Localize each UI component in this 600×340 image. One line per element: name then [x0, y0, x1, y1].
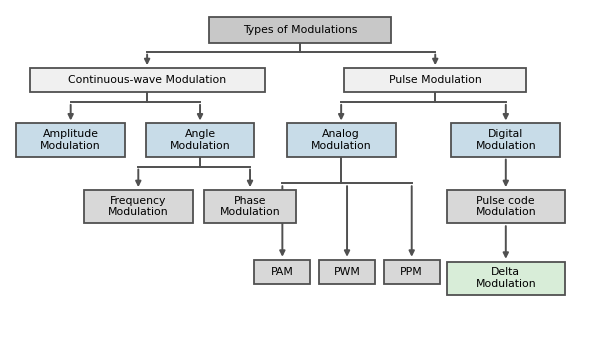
Text: Pulse code
Modulation: Pulse code Modulation	[475, 196, 536, 218]
FancyBboxPatch shape	[205, 190, 296, 223]
Text: Amplitude
Modulation: Amplitude Modulation	[40, 129, 101, 151]
Text: PWM: PWM	[334, 267, 361, 277]
FancyBboxPatch shape	[29, 68, 265, 92]
FancyBboxPatch shape	[447, 262, 565, 295]
Text: PAM: PAM	[271, 267, 294, 277]
Text: Digital
Modulation: Digital Modulation	[475, 129, 536, 151]
Text: Angle
Modulation: Angle Modulation	[170, 129, 230, 151]
FancyBboxPatch shape	[84, 190, 193, 223]
FancyBboxPatch shape	[319, 260, 375, 284]
FancyBboxPatch shape	[287, 123, 395, 157]
FancyBboxPatch shape	[254, 260, 310, 284]
FancyBboxPatch shape	[146, 123, 254, 157]
FancyBboxPatch shape	[451, 123, 560, 157]
Text: Phase
Modulation: Phase Modulation	[220, 196, 280, 218]
Text: Types of Modulations: Types of Modulations	[243, 25, 357, 35]
Text: Frequency
Modulation: Frequency Modulation	[108, 196, 169, 218]
Text: PPM: PPM	[400, 267, 423, 277]
FancyBboxPatch shape	[447, 190, 565, 223]
FancyBboxPatch shape	[16, 123, 125, 157]
Text: Continuous-wave Modulation: Continuous-wave Modulation	[68, 75, 226, 85]
FancyBboxPatch shape	[209, 17, 391, 44]
Text: Analog
Modulation: Analog Modulation	[311, 129, 371, 151]
Text: Delta
Modulation: Delta Modulation	[475, 268, 536, 289]
Text: Pulse Modulation: Pulse Modulation	[389, 75, 482, 85]
FancyBboxPatch shape	[344, 68, 526, 92]
FancyBboxPatch shape	[384, 260, 440, 284]
